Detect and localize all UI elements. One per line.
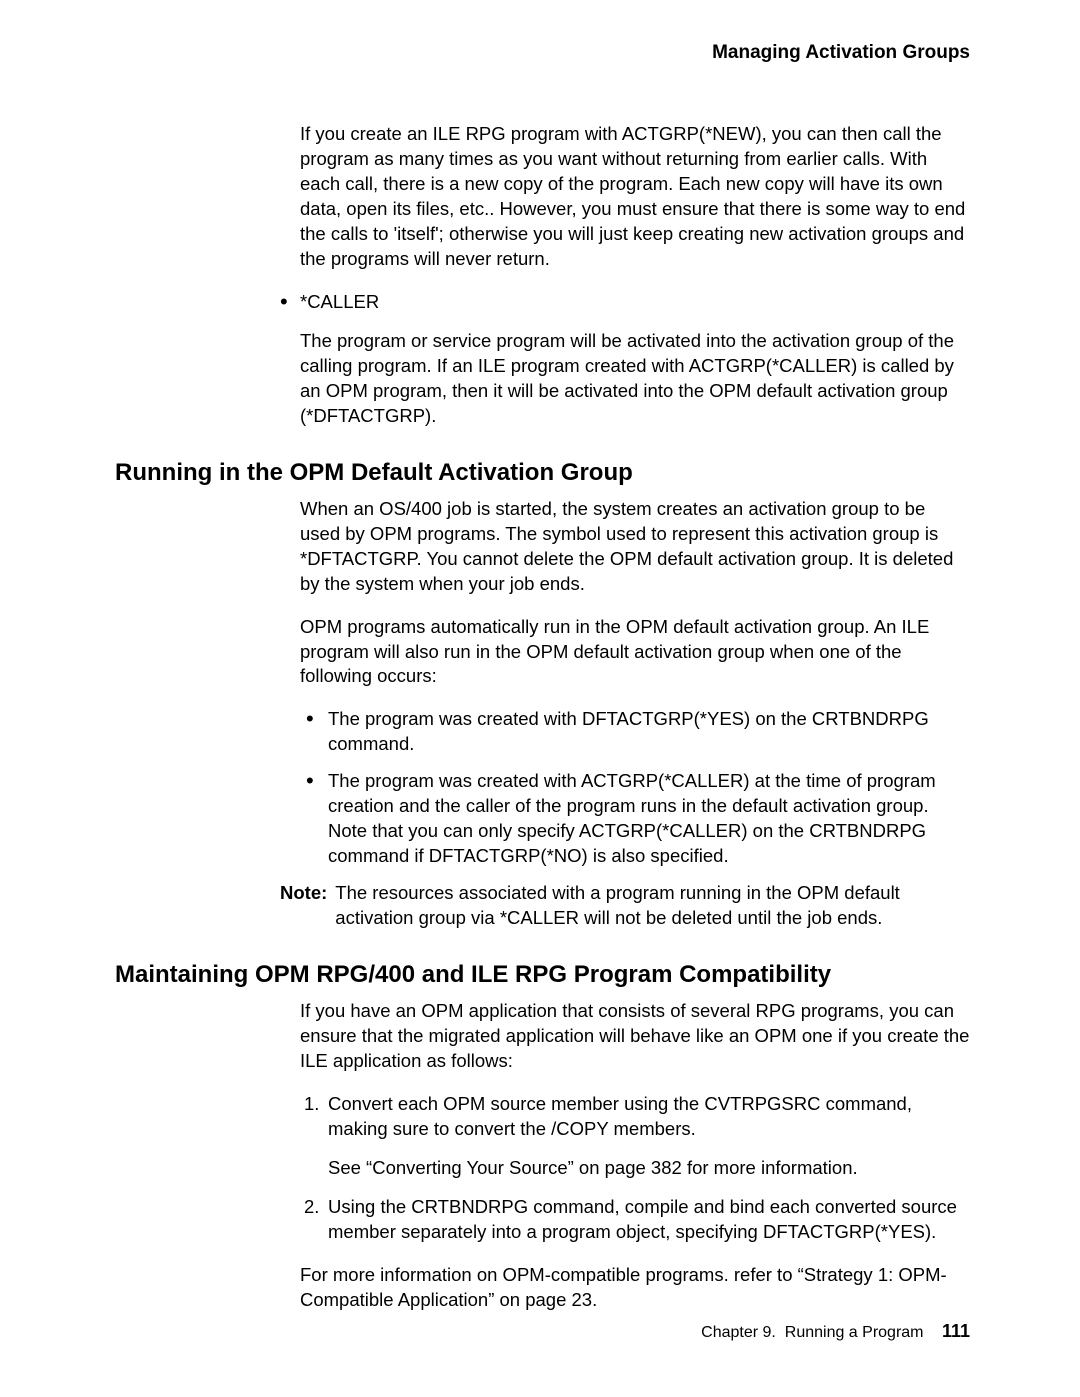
- step-2: Using the CRTBNDRPG command, compile and…: [304, 1195, 970, 1245]
- note-label: Note:: [280, 881, 335, 931]
- running-header: Managing Activation Groups: [115, 42, 980, 64]
- sec1-p2: OPM programs automatically run in the OP…: [300, 615, 970, 690]
- sec1-bullet-1: The program was created with DFTACTGRP(*…: [306, 707, 970, 757]
- page-footer: Chapter 9. Running a Program 111: [701, 1321, 970, 1342]
- section-heading-opm-default: Running in the OPM Default Activation Gr…: [115, 459, 980, 487]
- intro-paragraph: If you create an ILE RPG program with AC…: [300, 122, 970, 272]
- caller-label: *CALLER: [300, 291, 379, 312]
- step-1-text: Convert each OPM source member using the…: [328, 1093, 912, 1139]
- footer-chapter: Chapter 9. Running a Program: [701, 1324, 923, 1341]
- step-1-sub: See “Converting Your Source” on page 382…: [328, 1156, 970, 1181]
- note-block: Note: The resources associated with a pr…: [280, 881, 970, 931]
- section-heading-compatibility: Maintaining OPM RPG/400 and ILE RPG Prog…: [115, 961, 980, 989]
- step-2-text: Using the CRTBNDRPG command, compile and…: [328, 1196, 957, 1242]
- caller-description: The program or service program will be a…: [300, 329, 970, 429]
- sec1-bullet-2: The program was created with ACTGRP(*CAL…: [306, 769, 970, 869]
- note-body: The resources associated with a program …: [335, 881, 970, 931]
- sec1-p1: When an OS/400 job is started, the syste…: [300, 497, 970, 597]
- step-1: Convert each OPM source member using the…: [304, 1092, 970, 1181]
- sec2-p1: If you have an OPM application that cons…: [300, 999, 970, 1074]
- caller-bullet: *CALLER The program or service program w…: [280, 290, 970, 429]
- footer-page-number: 111: [942, 1321, 970, 1341]
- sec2-p2: For more information on OPM-compatible p…: [300, 1263, 970, 1313]
